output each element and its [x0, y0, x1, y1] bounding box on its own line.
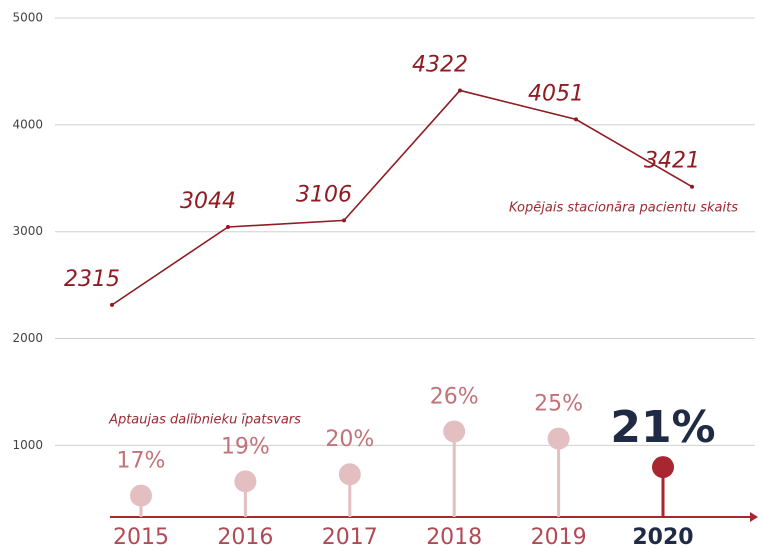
x-tick-label: 2019 — [531, 525, 587, 548]
data-label: 3421 — [644, 149, 700, 174]
line-series-name: Kopējais stacionāra pacientu skaits — [509, 201, 738, 216]
lollipop-head — [338, 463, 361, 486]
point — [110, 302, 114, 307]
data-label: 19% — [221, 434, 270, 459]
data-label: 4322 — [412, 52, 468, 77]
data-label: 3106 — [296, 182, 352, 207]
y-tick-label: 2000 — [12, 331, 43, 345]
y-tick-label: 1000 — [12, 438, 43, 452]
lollipop-series-name: Aptaujas dalībnieku īpatsvars — [108, 413, 301, 428]
lollipop-head — [547, 427, 570, 450]
axis-arrow — [750, 512, 758, 522]
point — [226, 225, 230, 230]
data-label: 2315 — [64, 267, 120, 292]
y-tick-label: 4000 — [12, 117, 43, 131]
x-tick-label: 2020 — [632, 525, 693, 548]
x-tick-label: 2016 — [217, 525, 273, 548]
lollipop-head — [443, 420, 466, 443]
point — [458, 88, 462, 93]
point — [574, 117, 578, 122]
x-tick-label: 2018 — [426, 525, 482, 548]
y-tick-label: 3000 — [12, 224, 43, 238]
y-tick-label: 5000 — [12, 11, 43, 25]
data-label: 25% — [534, 392, 583, 417]
data-label: 4051 — [528, 81, 584, 106]
lollipop-head — [652, 456, 674, 479]
data-label: 17% — [117, 449, 166, 474]
x-tick-label: 2015 — [113, 525, 169, 548]
data-label: 21% — [610, 402, 715, 453]
x-tick-label: 2017 — [322, 525, 378, 548]
lollipop-head — [234, 470, 257, 493]
lollipop-head — [130, 484, 152, 507]
data-label: 26% — [430, 384, 479, 409]
point — [342, 218, 346, 223]
data-label: 20% — [325, 427, 374, 452]
data-label: 3044 — [180, 189, 236, 214]
point — [690, 184, 694, 189]
line — [111, 89, 693, 306]
